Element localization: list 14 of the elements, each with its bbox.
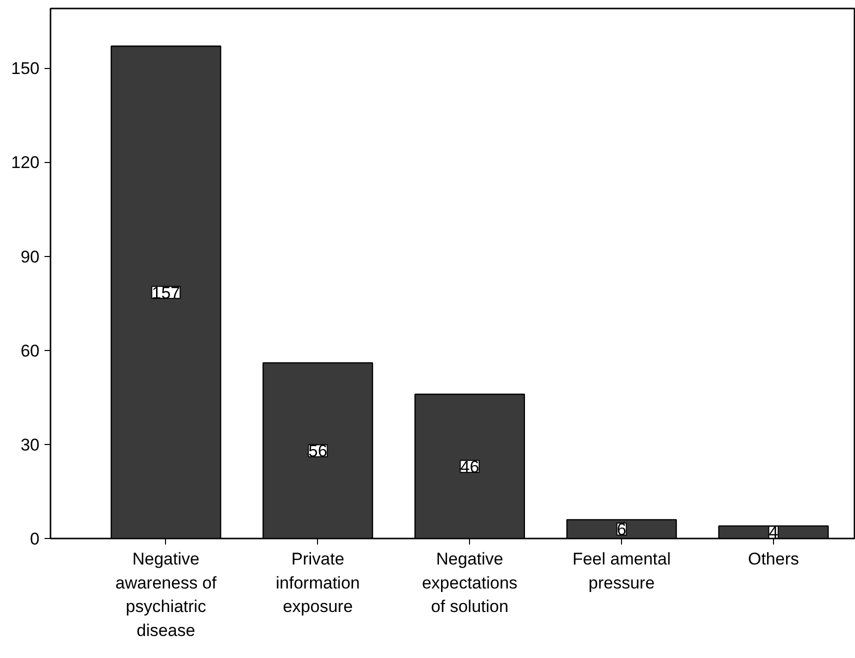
y-tick-label: 0 <box>30 530 40 548</box>
x-tick-label: Feel amental pressure <box>572 550 671 592</box>
y-tick-label: 60 <box>20 341 40 360</box>
data-label: 46 <box>460 457 480 476</box>
y-tick-label: 120 <box>11 153 40 172</box>
y-tick-label: 150 <box>11 59 40 78</box>
y-tick-label: 30 <box>20 435 40 454</box>
x-tick-label: Negative expectations of solution <box>422 550 518 616</box>
data-label: 6 <box>616 520 626 540</box>
data-label: 56 <box>308 442 328 461</box>
x-tick-label: Negative awareness of psychiatric disease <box>115 550 217 640</box>
y-tick-label: 90 <box>20 247 40 266</box>
x-tick-label: Others <box>748 550 800 568</box>
x-tick-label: Private information exposure <box>276 550 360 616</box>
